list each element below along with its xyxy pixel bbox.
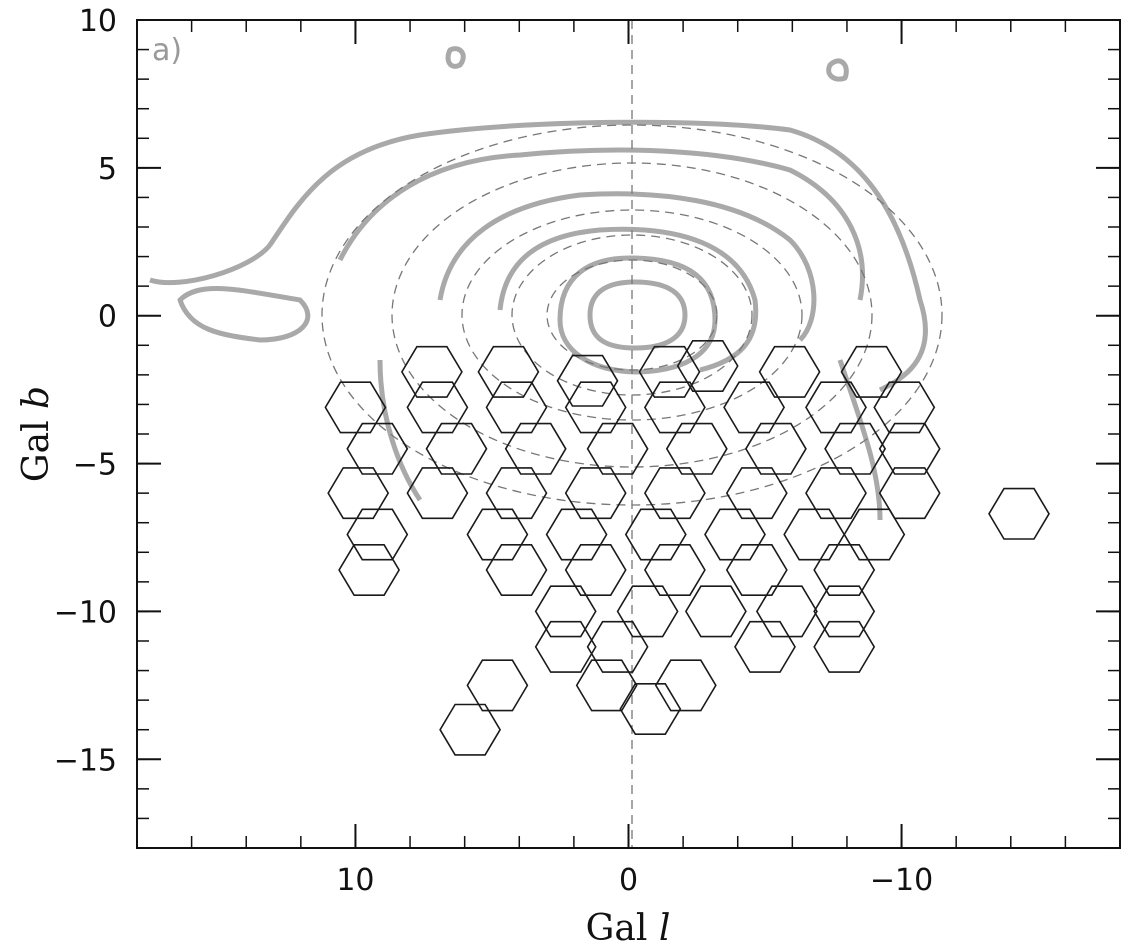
contour <box>587 279 688 351</box>
field-hexagon <box>643 543 706 597</box>
x-label-var: l <box>659 908 671 948</box>
field-hexagon <box>723 381 786 434</box>
x-tick-label: −10 <box>870 863 933 898</box>
contour <box>445 46 466 69</box>
field-hexagon <box>805 381 867 434</box>
field-hexagon <box>988 487 1050 540</box>
contour <box>826 58 849 82</box>
x-axis-label: Gal l <box>586 908 671 948</box>
field-hexagon <box>643 381 706 434</box>
field-hexagon <box>643 467 706 520</box>
y-tick-label: −5 <box>73 448 117 483</box>
y-label-var: b <box>16 386 57 409</box>
field-hexagon <box>813 585 876 638</box>
field-hexagon <box>466 659 529 712</box>
field-hexagon <box>734 620 796 673</box>
field-hexagon <box>824 422 887 475</box>
field-hexagon <box>439 703 502 756</box>
field-hexagon <box>840 345 903 398</box>
field-hexagon <box>564 381 627 434</box>
field-hexagon <box>684 585 747 638</box>
field-hexagon <box>725 467 788 520</box>
field-hexagon <box>406 467 469 520</box>
field-hexagon <box>619 682 682 736</box>
field-hexagon <box>755 585 818 638</box>
field-hexagon <box>504 422 567 475</box>
contour <box>437 191 817 342</box>
x-tick-label: 0 <box>619 863 638 898</box>
y-label-text: Gal <box>16 420 57 482</box>
field-hexagon <box>425 422 488 475</box>
y-tick-label: 5 <box>98 152 117 187</box>
field-hexagon <box>406 381 469 434</box>
field-hexagon <box>346 508 409 561</box>
field-hexagon <box>485 467 548 520</box>
y-tick-label: 0 <box>98 300 117 335</box>
contour <box>337 147 865 301</box>
field-hexagon <box>545 508 608 561</box>
y-tick-label: 10 <box>79 4 117 39</box>
field-hexagon <box>665 422 728 475</box>
field-hexagon <box>477 345 540 398</box>
field-hexagon <box>575 659 638 712</box>
contours <box>149 46 928 521</box>
panel-label: a) <box>152 33 182 68</box>
field-hexagon <box>813 620 876 673</box>
x-label-text: Gal <box>586 908 648 948</box>
y-tick-label: −15 <box>54 743 117 778</box>
field-hexagon <box>878 422 941 475</box>
field-hexagon <box>624 508 687 561</box>
field-hexagon <box>466 508 529 561</box>
field-hexagon <box>586 422 649 475</box>
y-axis-label: Gal b <box>16 386 57 482</box>
field-hexagon <box>638 345 701 398</box>
field-hexagon <box>327 467 390 520</box>
field-hexagon <box>676 339 739 393</box>
contour <box>177 285 311 343</box>
field-hexagon <box>346 422 409 475</box>
field-hexagon <box>586 620 649 673</box>
field-hexagon <box>616 585 679 638</box>
x-tick-label: 10 <box>336 863 374 898</box>
field-hexagon <box>564 467 627 520</box>
field-hexagon <box>534 585 597 638</box>
field-hexagon <box>783 508 846 561</box>
field-hexagon <box>873 381 936 434</box>
field-hexagon <box>400 345 463 398</box>
field-hexagon <box>744 422 807 475</box>
y-tick-label: −10 <box>54 595 117 630</box>
contour <box>497 226 759 373</box>
field-hexagon <box>324 381 387 434</box>
field-hexagon <box>556 354 619 407</box>
field-hexagon <box>813 543 876 597</box>
field-hexagon <box>338 543 401 597</box>
field-hexagon <box>534 620 597 673</box>
field-hexagon <box>878 467 941 520</box>
field-hexagon <box>843 508 906 561</box>
field-hexagon <box>654 659 717 712</box>
field-hexagon <box>485 543 548 597</box>
field-hexagon <box>704 508 766 561</box>
contour <box>149 119 928 393</box>
model-contours <box>321 20 943 848</box>
field-hexagon <box>805 467 867 520</box>
model-contour <box>461 209 803 421</box>
field-hexagon <box>485 381 548 434</box>
field-hexagon <box>758 345 821 398</box>
field-hexagon <box>725 543 788 597</box>
field-hexagon <box>564 543 627 597</box>
